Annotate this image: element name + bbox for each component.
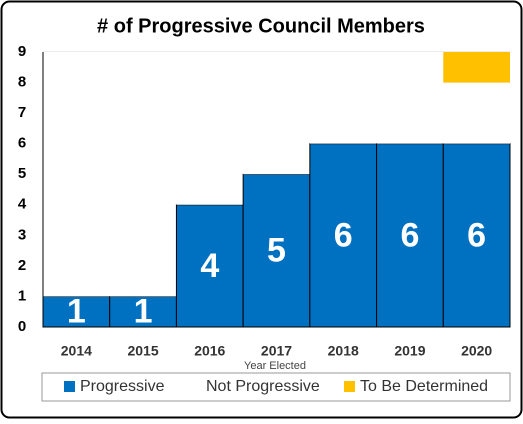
x-tick-label: 2020 <box>461 343 492 359</box>
x-axis-title: Year Elected <box>244 360 306 372</box>
legend <box>41 372 511 402</box>
legend-swatch <box>344 381 355 392</box>
bar-segment <box>309 52 377 144</box>
bar-segment <box>109 296 177 327</box>
bar-segment <box>176 204 244 327</box>
x-tick-label: 2017 <box>261 343 292 359</box>
x-tick-label: 2018 <box>328 343 359 359</box>
bar-segment <box>109 52 177 297</box>
x-tick-label: 2015 <box>127 343 158 359</box>
data-label: 6 <box>400 216 419 254</box>
y-tick-label: 6 <box>18 135 26 152</box>
bar-segment <box>376 52 444 144</box>
bar-segment <box>443 82 510 144</box>
bar-segment <box>43 52 110 297</box>
data-label: 6 <box>334 216 353 254</box>
chart-title: # of Progressive Council Members <box>97 15 425 37</box>
bar-segment <box>243 52 310 175</box>
x-tick-label: 2014 <box>61 343 92 359</box>
bar-segment <box>309 143 377 327</box>
y-tick-label: 5 <box>18 165 26 182</box>
x-tick-label: 2016 <box>194 343 225 359</box>
bar-segment <box>376 143 444 327</box>
data-label: 4 <box>200 247 219 285</box>
legend-label: To Be Determined <box>360 378 488 395</box>
x-tick-label: 2019 <box>394 343 425 359</box>
y-tick-label: 2 <box>18 257 26 274</box>
bar-segment <box>43 296 110 327</box>
legend-label: Progressive <box>80 378 165 395</box>
legend-swatch <box>64 381 75 392</box>
y-tick-label: 8 <box>18 74 26 91</box>
y-tick-label: 0 <box>18 318 26 335</box>
legend-label: Not Progressive <box>206 378 320 395</box>
y-tick-label: 3 <box>18 226 26 243</box>
bar-segment <box>243 174 310 327</box>
data-label: 5 <box>267 232 286 270</box>
y-tick-label: 1 <box>18 287 26 304</box>
bar-segment <box>443 143 510 327</box>
data-label: 1 <box>67 293 86 331</box>
y-tick-label: 9 <box>18 43 26 60</box>
bar-segment <box>176 52 244 205</box>
y-tick-label: 7 <box>18 104 26 121</box>
y-tick-label: 4 <box>18 196 27 213</box>
bar-segment <box>443 52 510 83</box>
data-label: 1 <box>134 293 153 331</box>
legend-swatch <box>190 381 201 392</box>
data-label: 6 <box>467 216 486 254</box>
